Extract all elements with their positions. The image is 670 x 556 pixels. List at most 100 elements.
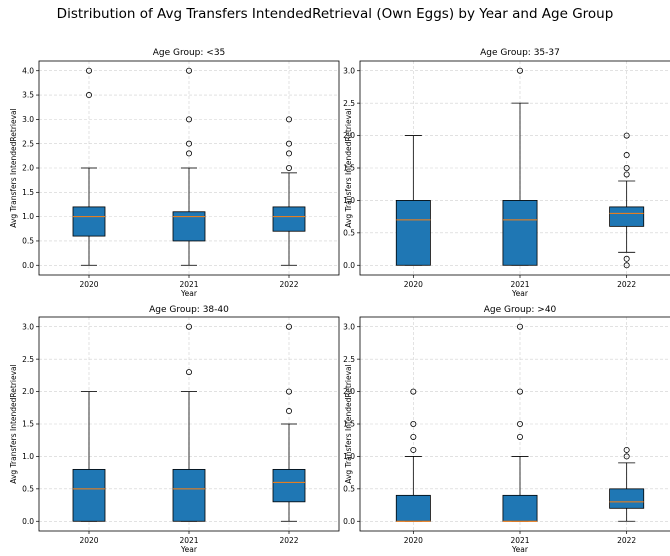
y-tick-label: 2.5 xyxy=(22,355,34,364)
box-2020 xyxy=(72,391,106,522)
x-tick-label: 2020 xyxy=(79,536,98,545)
y-tick-label: 2.0 xyxy=(343,387,355,396)
iqr-box xyxy=(72,206,106,237)
x-axis-label: Year xyxy=(180,289,198,298)
outlier-point xyxy=(285,408,292,415)
box-2021 xyxy=(172,323,206,522)
y-tick-label: 2.0 xyxy=(22,387,34,396)
outlier-point xyxy=(516,433,523,440)
boxplot-panel-over-40: Age Group: >40 0.0 0.5 1.0 1.5 2.0 2.5 3.0 2020 2… xyxy=(343,305,670,554)
x-tick-label: 2021 xyxy=(179,280,198,289)
outlier-point xyxy=(285,323,292,330)
y-axis-label: Avg Transfers IntendedRetrieval xyxy=(9,364,18,483)
plot-frame xyxy=(38,60,340,276)
box-2021 xyxy=(502,323,538,522)
y-tick-label: 1.0 xyxy=(343,196,355,205)
outlier-point xyxy=(623,255,630,262)
box-2021 xyxy=(502,67,538,266)
iqr-box xyxy=(272,206,306,232)
y-tick-label: 0.0 xyxy=(22,261,34,270)
outlier-point xyxy=(410,446,417,453)
iqr-box xyxy=(172,468,206,522)
outlier-point xyxy=(623,171,630,178)
plot-frame xyxy=(38,316,340,532)
box-2022 xyxy=(272,323,306,522)
box-2021 xyxy=(172,67,206,266)
outlier-point xyxy=(185,369,192,376)
y-tick-label: 4.0 xyxy=(22,66,34,75)
y-tick-label: 1.5 xyxy=(343,164,355,173)
outlier-point xyxy=(623,132,630,139)
outlier-point xyxy=(623,446,630,453)
x-axis-label: Year xyxy=(511,289,529,298)
y-tick-label: 0.0 xyxy=(22,517,34,526)
x-tick-label: 2020 xyxy=(404,536,423,545)
y-axis-label: Avg Transfers IntendedRetrieval xyxy=(9,108,18,227)
x-axis-label: Year xyxy=(511,545,529,554)
y-tick-label: 0.0 xyxy=(343,517,355,526)
plot-frame xyxy=(359,316,670,532)
outlier-point xyxy=(516,388,523,395)
outlier-point xyxy=(410,433,417,440)
y-tick-label: 3.0 xyxy=(343,322,355,331)
outlier-point xyxy=(410,388,417,395)
outlier-point xyxy=(516,323,523,330)
outlier-point xyxy=(516,67,523,74)
x-axis-label: Year xyxy=(180,545,198,554)
box-2022 xyxy=(609,132,645,269)
iqr-box xyxy=(72,468,106,522)
y-tick-label: 3.0 xyxy=(22,322,34,331)
x-tick-label: 2022 xyxy=(279,280,298,289)
outlier-point xyxy=(623,165,630,172)
y-tick-label: 2.0 xyxy=(22,164,34,173)
outlier-point xyxy=(285,116,292,123)
outlier-point xyxy=(285,150,292,157)
x-tick-label: 2022 xyxy=(617,536,636,545)
y-tick-label: 2.5 xyxy=(22,139,34,148)
outlier-point xyxy=(185,150,192,157)
y-tick-label: 1.0 xyxy=(22,212,34,221)
y-tick-label: 2.5 xyxy=(343,355,355,364)
y-tick-label: 3.5 xyxy=(22,91,34,100)
y-tick-label: 3.0 xyxy=(22,115,34,124)
y-tick-label: 3.0 xyxy=(343,66,355,75)
y-tick-label: 1.0 xyxy=(22,452,34,461)
y-tick-label: 0.0 xyxy=(343,261,355,270)
y-tick-label: 1.5 xyxy=(343,420,355,429)
y-tick-label: 0.5 xyxy=(22,484,34,493)
y-tick-label: 2.0 xyxy=(343,131,355,140)
outlier-point xyxy=(285,140,292,147)
y-tick-label: 0.5 xyxy=(22,237,34,246)
outlier-point xyxy=(623,453,630,460)
box-2020 xyxy=(72,67,106,266)
box-2022 xyxy=(609,446,645,522)
outlier-point xyxy=(185,116,192,123)
iqr-box xyxy=(395,200,431,266)
panel-title: Age Group: 38-40 xyxy=(149,305,229,315)
panel-title: Age Group: 35-37 xyxy=(480,48,560,58)
outlier-point xyxy=(623,262,630,269)
outlier-point xyxy=(516,421,523,428)
y-axis-label: Avg Transfers IntendedRetrieval xyxy=(344,108,353,227)
x-tick-label: 2020 xyxy=(404,280,423,289)
box-2022 xyxy=(272,116,306,266)
iqr-box xyxy=(395,494,431,522)
iqr-box xyxy=(609,488,645,509)
outlier-point xyxy=(410,421,417,428)
y-tick-label: 2.5 xyxy=(343,99,355,108)
y-tick-label: 1.5 xyxy=(22,420,34,429)
x-tick-label: 2020 xyxy=(79,280,98,289)
outlier-point xyxy=(86,92,93,99)
iqr-box xyxy=(272,468,306,503)
panel-title: Age Group: <35 xyxy=(153,48,226,58)
outlier-point xyxy=(623,152,630,159)
box-2020 xyxy=(395,388,431,522)
boxplot-panel-35-37: Age Group: 35-37 0.0 0.5 1.0 1.5 2.0 2.5 3.0 202… xyxy=(343,48,670,298)
boxplot-panel-38-40: Age Group: 38-40 0.0 0.5 1.0 1.5 2.0 2.5 3.0 202… xyxy=(9,305,340,554)
plot-frame xyxy=(359,60,670,276)
y-tick-label: 0.5 xyxy=(343,484,355,493)
boxplot-panel-under-35: Age Group: <35 0.0 0.5 1.0 1.5 2.0 2.5 3.0 3.5 4.… xyxy=(9,48,340,298)
box-2020 xyxy=(395,135,431,266)
outlier-point xyxy=(86,67,93,74)
y-tick-label: 0.5 xyxy=(343,228,355,237)
